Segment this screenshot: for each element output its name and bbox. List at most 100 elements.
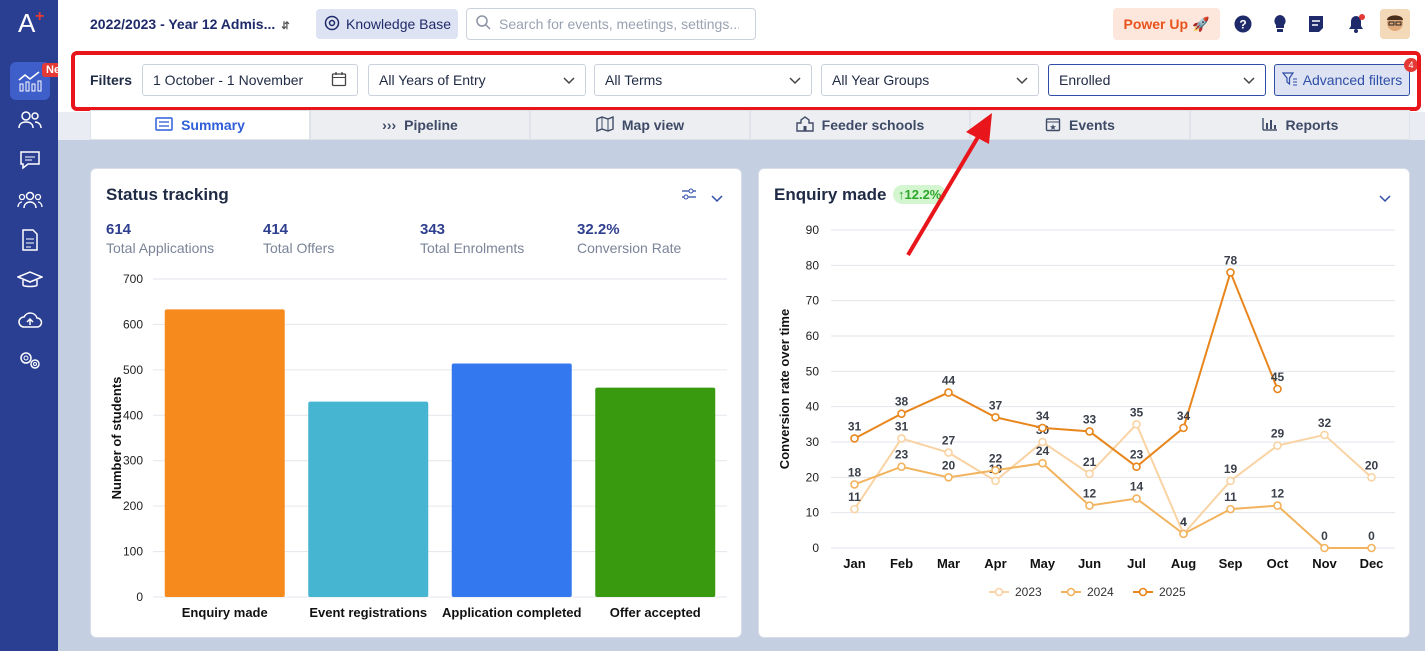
upload-icon[interactable] <box>10 301 50 339</box>
search-input[interactable] <box>499 16 739 32</box>
chevron-down-icon[interactable] <box>711 190 723 208</box>
data-label: 21 <box>1083 455 1097 469</box>
data-label: 33 <box>1083 412 1097 426</box>
user-avatar[interactable] <box>1380 9 1410 39</box>
data-point <box>1226 476 1235 486</box>
date-range-picker[interactable]: 1 October - 1 November <box>142 64 358 96</box>
y-tick-label: 600 <box>123 317 143 331</box>
data-label: 18 <box>848 465 862 479</box>
data-label: 34 <box>1177 409 1191 423</box>
advanced-filters-button[interactable]: Advanced filters <box>1274 64 1410 96</box>
data-point <box>1038 458 1047 468</box>
series-line-2023 <box>853 422 1373 536</box>
y-tick-label: 500 <box>123 363 143 377</box>
y-tick-label: 0 <box>812 541 819 555</box>
x-tick-label: Sep <box>1219 556 1243 571</box>
enquiry-made-card: Enquiry made ↑12.2% 0 10 20 30 40 50 60 70 80 90 C… <box>758 168 1410 638</box>
data-point <box>897 462 906 472</box>
groups-icon[interactable] <box>10 181 50 219</box>
lifebuoy-icon <box>324 15 340 34</box>
list-icon <box>155 116 173 134</box>
users-icon[interactable] <box>10 101 50 139</box>
y-tick-label: 0 <box>136 590 143 604</box>
data-point <box>1179 423 1188 433</box>
adjust-icon[interactable] <box>681 187 697 206</box>
y-tick-label: 700 <box>123 272 143 286</box>
data-label: 78 <box>1224 253 1238 267</box>
data-label: 45 <box>1271 370 1285 384</box>
tab-feeder-schools[interactable]: Feeder schools <box>750 110 970 140</box>
top-bar: 2022/2023 - Year 12 Admis... ⇵ Knowledge … <box>58 0 1425 48</box>
data-point <box>1320 430 1329 440</box>
lightbulb-icon[interactable] <box>1270 14 1290 34</box>
advanced-filters-count-badge: 4 <box>1404 58 1418 72</box>
data-point <box>850 504 859 514</box>
search-box[interactable] <box>466 8 756 40</box>
document-icon[interactable] <box>10 221 50 259</box>
bell-icon[interactable] <box>1346 14 1366 34</box>
year-selector[interactable]: 2022/2023 - Year 12 Admis... ⇵ <box>90 16 290 32</box>
y-tick-label: 80 <box>806 258 820 272</box>
search-icon <box>475 14 491 35</box>
data-label: 23 <box>895 448 909 462</box>
y-tick-label: 200 <box>123 499 143 513</box>
data-point <box>1367 543 1376 553</box>
x-tick-label: Mar <box>937 556 960 571</box>
data-label: 14 <box>1130 480 1144 494</box>
data-label: 32 <box>1318 416 1332 430</box>
help-icon[interactable]: ? <box>1233 14 1253 34</box>
map-icon <box>596 115 614 135</box>
data-label: 11 <box>848 490 861 504</box>
x-tick-label: Nov <box>1312 556 1337 571</box>
years-of-entry-select[interactable]: All Years of Entry <box>368 64 586 96</box>
data-point <box>1320 543 1329 553</box>
terms-select[interactable]: All Terms <box>594 64 812 96</box>
x-tick-label: Enquiry made <box>182 605 268 620</box>
graduation-icon[interactable] <box>10 261 50 299</box>
data-label: 22 <box>989 451 1003 465</box>
chevron-down-icon <box>563 72 575 88</box>
x-tick-label: Jun <box>1078 556 1101 571</box>
tab-events[interactable]: ★ Events <box>970 110 1190 140</box>
data-point <box>1085 501 1094 510</box>
data-point <box>991 476 1000 486</box>
tab-summary[interactable]: Summary <box>90 110 310 140</box>
series-line-2024 <box>854 462 1372 549</box>
x-tick-label: Jul <box>1127 556 1146 571</box>
data-point <box>991 465 1000 475</box>
y-tick-label: 20 <box>806 470 820 484</box>
rocket-icon: 🚀 <box>1192 15 1210 32</box>
data-label: 31 <box>848 419 862 433</box>
x-tick-label: Jan <box>843 556 865 571</box>
settings-icon[interactable] <box>10 341 50 379</box>
year-groups-select[interactable]: All Year Groups <box>821 64 1039 96</box>
data-label: 44 <box>942 374 956 388</box>
tab-pipeline[interactable]: ››› Pipeline <box>310 110 530 140</box>
x-tick-label: Apr <box>984 556 1006 571</box>
knowledge-base-button[interactable]: Knowledge Base <box>316 9 458 39</box>
legend-marker <box>994 587 1004 597</box>
tab-reports[interactable]: Reports <box>1190 110 1410 140</box>
legend-label: 2023 <box>1015 585 1042 599</box>
filter-icon <box>1281 71 1298 89</box>
data-point <box>1132 420 1141 429</box>
data-point <box>944 388 953 397</box>
data-point <box>850 434 859 443</box>
legend-label: 2025 <box>1159 585 1186 599</box>
view-tabs: Summary ››› Pipeline Map view Feeder sch… <box>90 110 1410 140</box>
messages-icon[interactable] <box>10 141 50 179</box>
x-tick-label: Dec <box>1360 556 1384 571</box>
y-tick-label: 50 <box>806 364 820 378</box>
x-tick-label: Aug <box>1171 556 1196 571</box>
tab-map-view[interactable]: Map view <box>530 110 750 140</box>
power-up-button[interactable]: Power Up 🚀 <box>1113 8 1220 40</box>
chevron-down-icon[interactable] <box>1379 190 1391 208</box>
status-select[interactable]: Enrolled <box>1048 64 1266 96</box>
y-tick-label: 300 <box>123 454 143 468</box>
svg-text:?: ? <box>1239 18 1246 32</box>
data-label: 34 <box>1036 409 1050 423</box>
data-point <box>944 448 953 457</box>
notes-icon[interactable] <box>1306 14 1326 34</box>
app-logo[interactable]: A + <box>18 8 45 38</box>
